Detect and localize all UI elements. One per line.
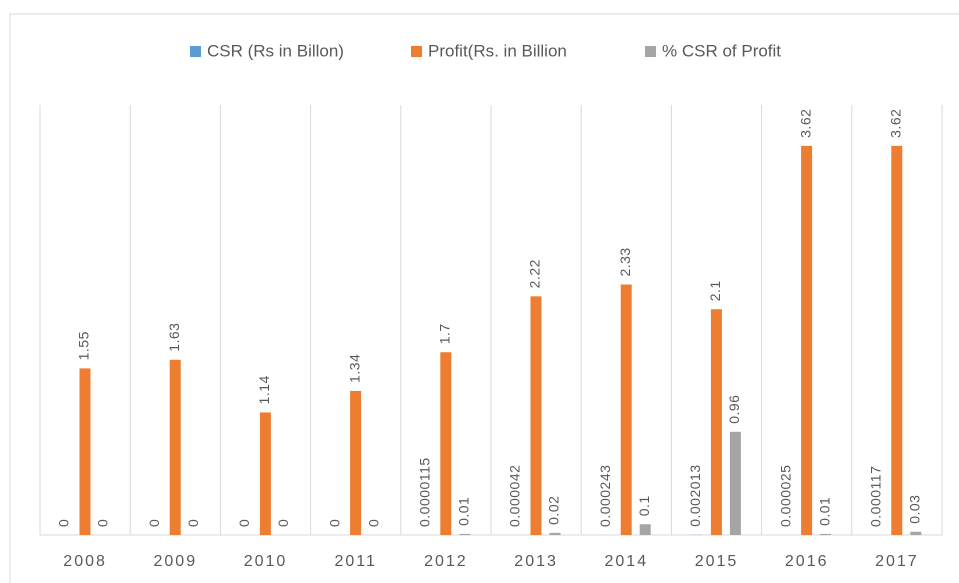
data-label: 1.34 (346, 354, 362, 383)
x-tick-label: 2012 (424, 553, 468, 570)
data-label: 2.1 (707, 280, 723, 301)
data-label: 0.96 (726, 395, 742, 424)
data-label: 0 (146, 519, 162, 527)
legend-label: Profit(Rs. in Billion (428, 41, 567, 60)
data-label: 0 (185, 519, 201, 527)
data-label: 0.000243 (597, 465, 613, 527)
data-label: 2.22 (527, 259, 543, 288)
legend-label: CSR (Rs in Billon) (207, 41, 344, 60)
data-label: 1.14 (256, 375, 272, 404)
x-tick-label: 2010 (244, 553, 288, 570)
data-label: 3.62 (797, 109, 813, 138)
data-label: 0 (365, 519, 381, 527)
legend-swatch (645, 46, 656, 57)
data-label: 0.0000115 (417, 457, 433, 527)
x-tick-label: 2013 (514, 553, 558, 570)
data-label: 0 (326, 519, 342, 527)
data-label: 0.000117 (868, 466, 884, 527)
bar (530, 296, 542, 535)
legend-swatch (411, 46, 422, 57)
x-tick-label: 2016 (785, 553, 829, 570)
data-label: 3.62 (888, 109, 904, 138)
bar (259, 412, 271, 535)
data-label: 1.63 (166, 323, 182, 352)
bar (639, 524, 651, 535)
x-tick-label: 2014 (605, 553, 649, 570)
data-label: 0 (236, 519, 252, 527)
data-label: 1.7 (437, 323, 453, 344)
bar (820, 533, 832, 535)
data-label: 0.002013 (687, 464, 703, 526)
bar (459, 533, 471, 535)
bar (801, 145, 813, 535)
data-label: 0 (56, 519, 72, 527)
data-label: 0.000025 (777, 465, 793, 527)
data-label: 1.55 (76, 331, 92, 360)
legend-label: % CSR of Profit (662, 41, 781, 60)
data-label: 0.02 (546, 496, 562, 525)
bar (910, 531, 922, 535)
data-label: 0.03 (907, 495, 923, 524)
bar (549, 532, 561, 535)
x-tick-label: 2017 (875, 553, 919, 570)
data-label: 0 (275, 519, 291, 527)
bar (350, 390, 362, 535)
legend-swatch (190, 46, 201, 57)
data-label: 0.000042 (507, 465, 523, 527)
data-label: 0.01 (456, 497, 472, 526)
bar (891, 145, 903, 535)
x-tick-label: 2008 (63, 553, 107, 570)
x-tick-label: 2009 (154, 553, 198, 570)
data-label: 2.33 (617, 247, 633, 276)
x-tick-label: 2015 (695, 553, 739, 570)
bar (169, 359, 181, 535)
bar (620, 284, 632, 535)
data-label: 0.1 (636, 495, 652, 516)
data-label: 0 (95, 519, 111, 527)
chart-frame (9, 13, 959, 583)
bar (729, 431, 741, 535)
data-label: 0.01 (816, 497, 832, 526)
bar (710, 309, 722, 535)
bar (79, 368, 91, 535)
x-tick-label: 2011 (334, 553, 376, 570)
bar (440, 352, 452, 535)
